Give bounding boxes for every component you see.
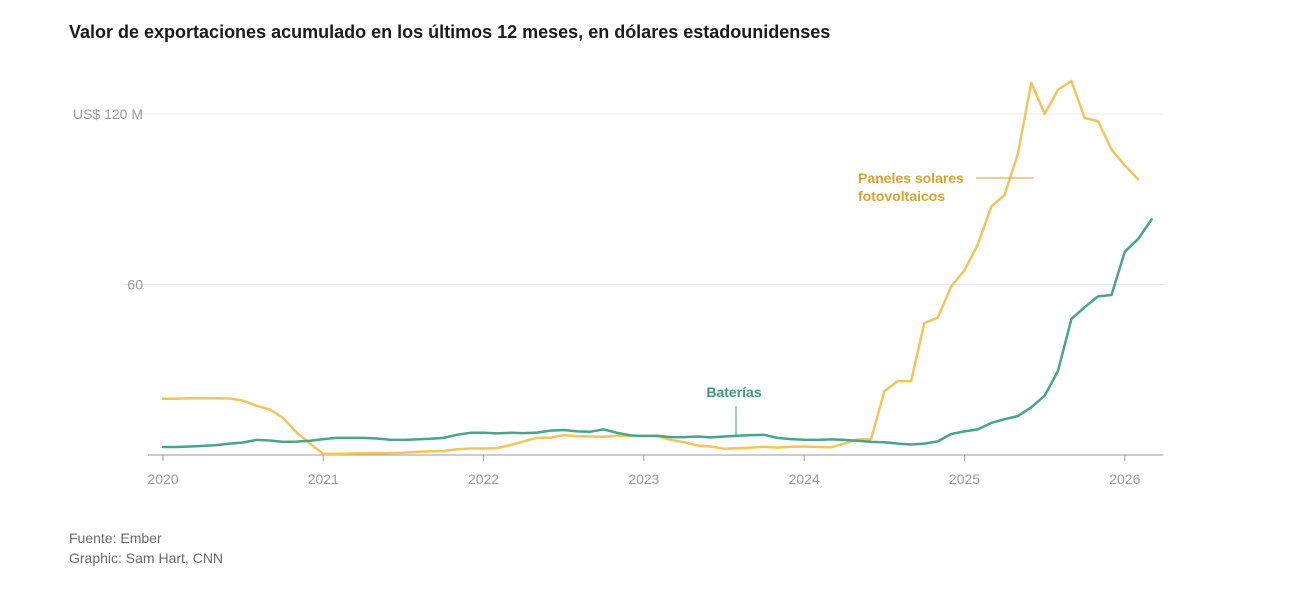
x-tick-label-2026: 2026: [1109, 471, 1140, 487]
x-tick-label-2024: 2024: [789, 471, 820, 487]
series-layer: [161, 79, 1153, 456]
y-tick-label-120: US$ 120 M: [73, 106, 143, 122]
source-note: Fuente: Ember: [69, 530, 162, 546]
chart-title: Valor de exportaciones acumulado en los …: [69, 22, 831, 42]
series-label-batteries: Baterías: [706, 384, 761, 400]
x-tick-label-2021: 2021: [308, 471, 339, 487]
series-label-solar: Paneles solares fotovoltaicos: [858, 170, 964, 204]
series-label-solar-line: fotovoltaicos: [858, 188, 945, 204]
x-tick-label-2023: 2023: [628, 471, 659, 487]
credit-note: Graphic: Sam Hart, CNN: [69, 550, 224, 566]
series-label-solar-line: Paneles solares: [858, 170, 964, 186]
series-line-batteries: [161, 218, 1153, 449]
series-labels: Paneles solares fotovoltaicos Baterías: [706, 170, 1034, 436]
grid-layer: 60 US$ 120 M: [73, 106, 1163, 293]
series-line-solar: [161, 79, 1140, 456]
x-tick-label-2025: 2025: [949, 471, 980, 487]
x-tick-label-2020: 2020: [147, 471, 178, 487]
chart-footer: Fuente: Ember Graphic: Sam Hart, CNN: [69, 528, 223, 568]
x-axis: 2020 2021 2022 2023 2024 2025 2026: [147, 454, 1163, 487]
y-tick-label-60: 60: [127, 277, 143, 293]
x-tick-label-2022: 2022: [468, 471, 499, 487]
